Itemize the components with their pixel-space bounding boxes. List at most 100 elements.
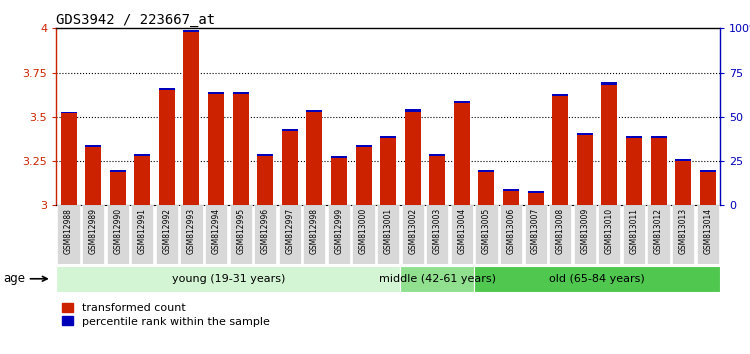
Bar [307, 110, 322, 112]
FancyBboxPatch shape [426, 205, 448, 264]
FancyBboxPatch shape [474, 266, 720, 292]
Text: GSM812992: GSM812992 [162, 208, 171, 254]
Bar [626, 138, 642, 205]
Bar [307, 112, 322, 205]
Bar [405, 109, 421, 112]
Bar [208, 94, 224, 205]
FancyBboxPatch shape [352, 205, 374, 264]
FancyBboxPatch shape [131, 205, 153, 264]
Text: GSM813012: GSM813012 [654, 208, 663, 254]
Bar [577, 132, 592, 135]
Bar [602, 82, 617, 85]
FancyBboxPatch shape [230, 205, 252, 264]
Legend: transformed count, percentile rank within the sample: transformed count, percentile rank withi… [62, 303, 270, 327]
Bar [602, 85, 617, 205]
Bar [429, 156, 445, 205]
Text: GSM812996: GSM812996 [261, 208, 270, 255]
FancyBboxPatch shape [598, 205, 620, 264]
Text: GSM813005: GSM813005 [482, 208, 491, 255]
Text: GSM812993: GSM812993 [187, 208, 196, 255]
FancyBboxPatch shape [254, 205, 276, 264]
Text: GSM813000: GSM813000 [359, 208, 368, 255]
FancyBboxPatch shape [279, 205, 301, 264]
Bar [650, 138, 667, 205]
Bar [626, 136, 642, 138]
FancyBboxPatch shape [476, 205, 497, 264]
Bar [208, 92, 224, 94]
Text: young (19-31 years): young (19-31 years) [172, 274, 285, 284]
Bar [528, 193, 544, 205]
Bar [552, 93, 568, 96]
Bar [454, 103, 470, 205]
Text: GSM812990: GSM812990 [113, 208, 122, 255]
Bar [61, 112, 76, 113]
FancyBboxPatch shape [524, 205, 547, 264]
Text: GSM813004: GSM813004 [458, 208, 466, 255]
FancyBboxPatch shape [697, 205, 718, 264]
Text: GSM812991: GSM812991 [138, 208, 147, 254]
FancyBboxPatch shape [181, 205, 203, 264]
Text: GSM812989: GSM812989 [88, 208, 98, 254]
FancyBboxPatch shape [303, 205, 326, 264]
FancyBboxPatch shape [377, 205, 399, 264]
Bar [356, 145, 371, 147]
Bar [356, 147, 371, 205]
Bar [650, 136, 667, 138]
Bar [257, 156, 273, 205]
FancyBboxPatch shape [549, 205, 572, 264]
FancyBboxPatch shape [623, 205, 645, 264]
Bar [184, 30, 200, 32]
Bar [478, 170, 494, 172]
Text: GSM812988: GSM812988 [64, 208, 73, 254]
Text: age: age [3, 272, 47, 285]
Bar [282, 131, 298, 205]
Bar [232, 92, 248, 94]
Bar [282, 129, 298, 131]
Bar [675, 159, 691, 161]
Bar [331, 156, 347, 158]
Bar [159, 90, 175, 205]
Text: old (65-84 years): old (65-84 years) [549, 274, 645, 284]
Text: GSM812998: GSM812998 [310, 208, 319, 254]
Bar [503, 189, 519, 191]
Text: GSM813011: GSM813011 [629, 208, 638, 254]
Bar [110, 172, 126, 205]
FancyBboxPatch shape [402, 205, 424, 264]
Text: GSM813002: GSM813002 [408, 208, 417, 255]
Bar [61, 113, 76, 205]
Bar [503, 191, 519, 205]
Bar [159, 88, 175, 90]
Bar [257, 154, 273, 156]
Text: GSM812999: GSM812999 [334, 208, 344, 255]
Bar [454, 101, 470, 103]
Text: GSM812997: GSM812997 [285, 208, 294, 255]
FancyBboxPatch shape [58, 205, 80, 264]
Bar [675, 161, 691, 205]
FancyBboxPatch shape [106, 205, 129, 264]
Bar [86, 145, 101, 147]
FancyBboxPatch shape [82, 205, 104, 264]
Bar [700, 170, 715, 172]
Bar [700, 172, 715, 205]
FancyBboxPatch shape [205, 205, 227, 264]
FancyBboxPatch shape [647, 205, 670, 264]
Bar [331, 158, 347, 205]
Bar [577, 135, 592, 205]
Bar [478, 172, 494, 205]
Text: GSM813010: GSM813010 [604, 208, 613, 255]
Text: GDS3942 / 223667_at: GDS3942 / 223667_at [56, 13, 215, 27]
Bar [110, 170, 126, 172]
Bar [405, 112, 421, 205]
Bar [552, 96, 568, 205]
FancyBboxPatch shape [500, 205, 522, 264]
FancyBboxPatch shape [400, 266, 474, 292]
Bar [380, 138, 396, 205]
Bar [184, 32, 200, 205]
Text: GSM813001: GSM813001 [383, 208, 393, 255]
Bar [429, 154, 445, 156]
Bar [232, 94, 248, 205]
Bar [380, 136, 396, 138]
FancyBboxPatch shape [672, 205, 694, 264]
Text: GSM812994: GSM812994 [211, 208, 220, 255]
FancyBboxPatch shape [574, 205, 596, 264]
